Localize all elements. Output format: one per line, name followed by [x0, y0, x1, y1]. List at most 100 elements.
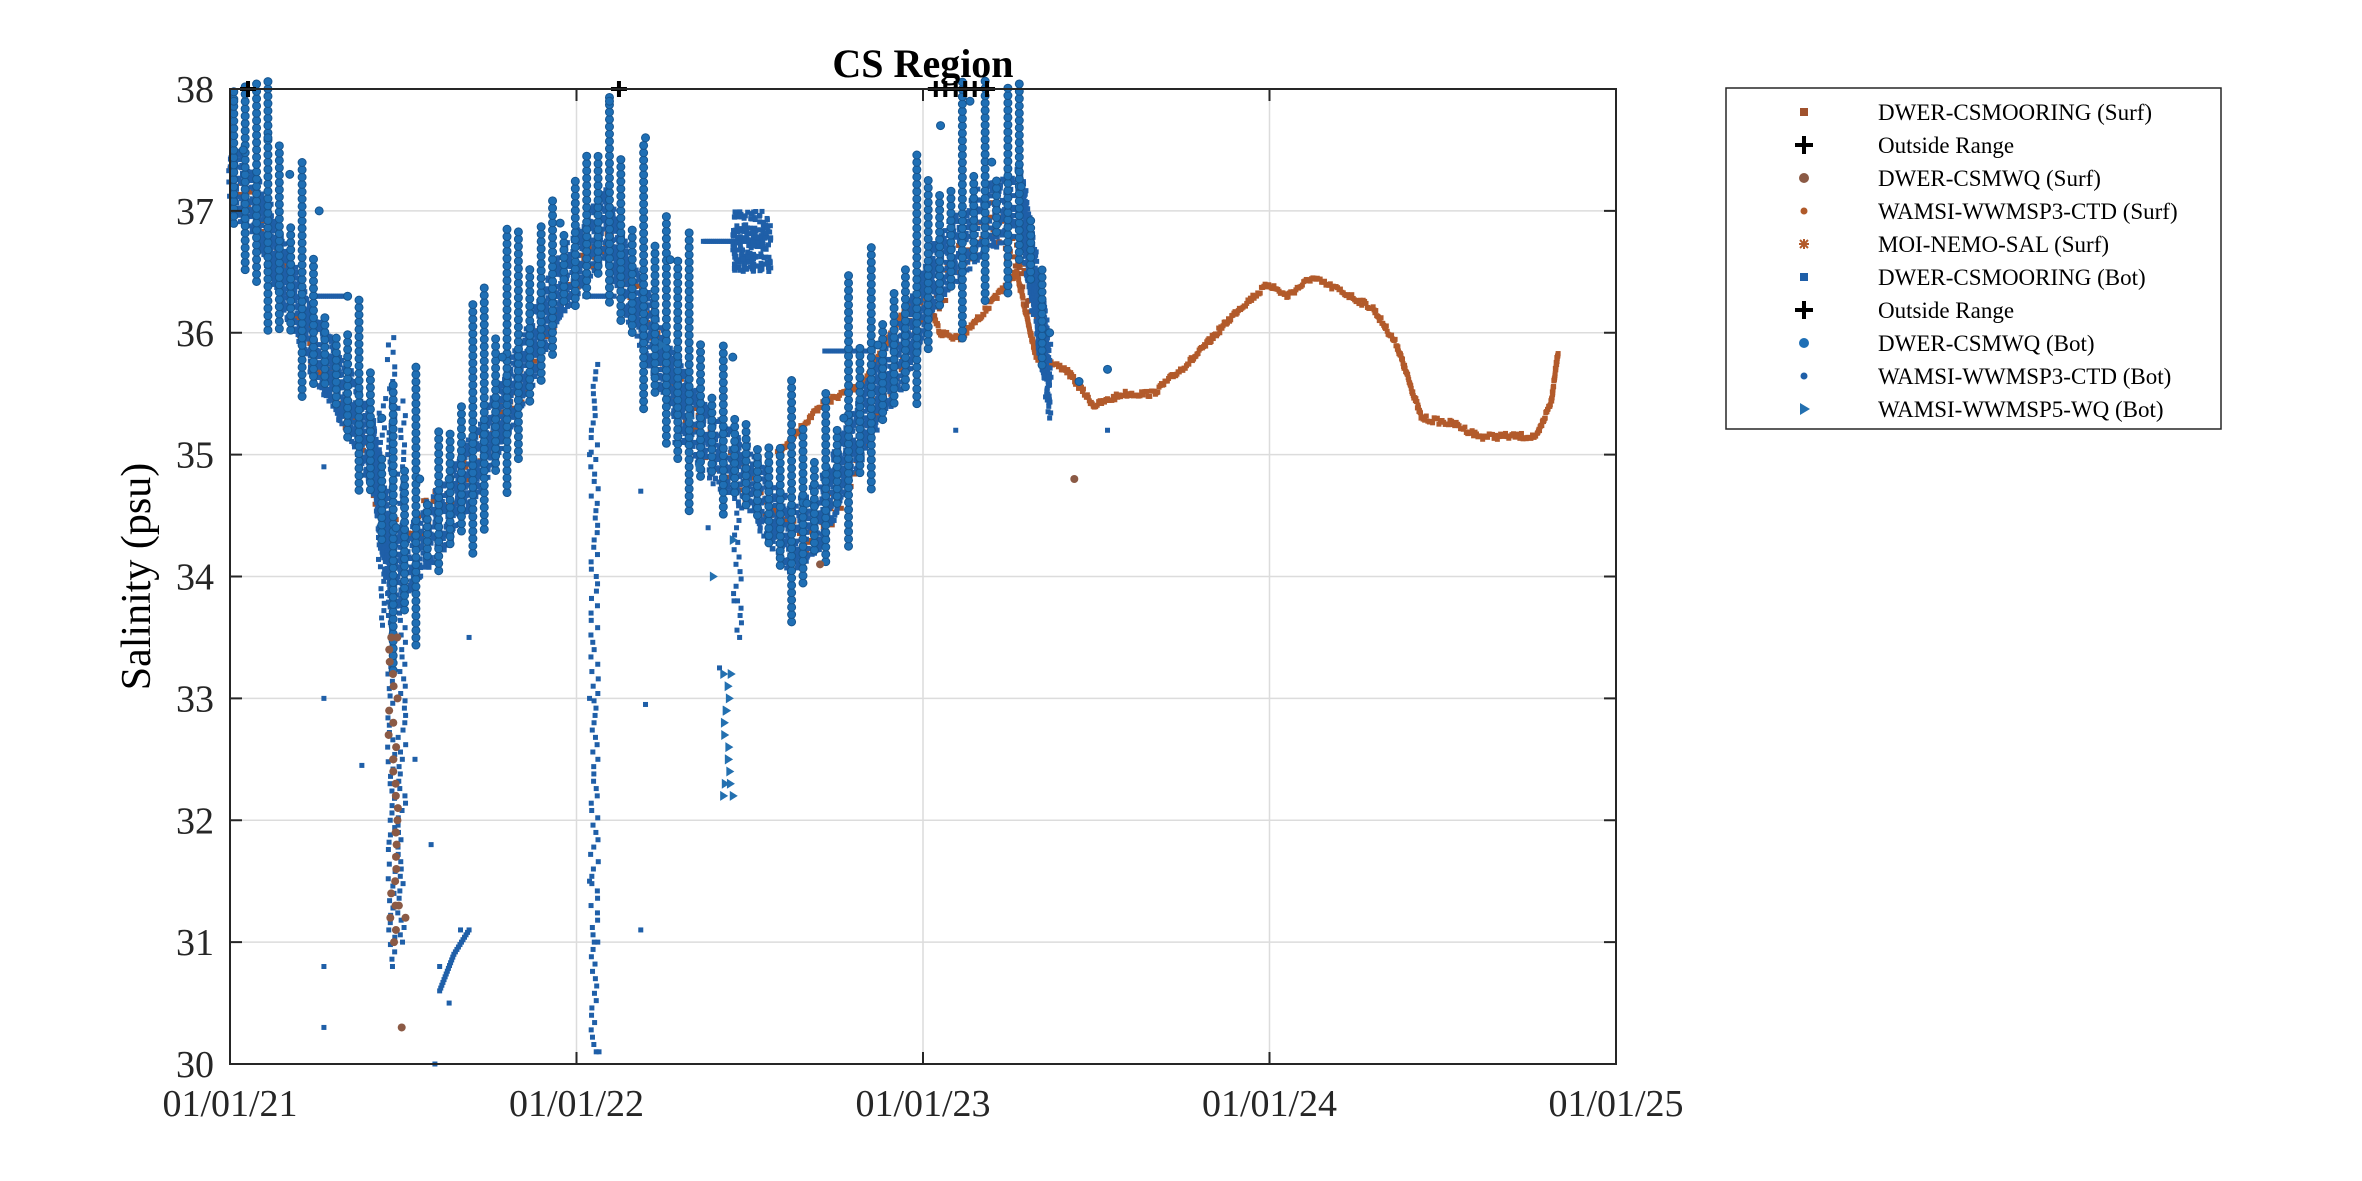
data-series — [226, 76, 1561, 1067]
dwer-csmooring-bot-point — [636, 324, 642, 330]
moi-nemo-sal-point — [1493, 432, 1499, 438]
dwer-csmooring-bot-point — [510, 354, 516, 360]
dwer-csmooring-bot-point — [431, 560, 437, 566]
dwer-csmooring-bot-point — [710, 481, 716, 487]
dwer-csmooring-bot-point — [751, 508, 757, 514]
dwer-csmooring-bot-point — [885, 377, 891, 383]
dwer-csmooring-bot-point — [746, 484, 752, 490]
dwer-csmooring-bot-point — [668, 367, 674, 373]
dwer-csmooring-bot-point — [341, 379, 347, 385]
moi-nemo-sal-point — [1033, 354, 1039, 360]
moi-nemo-sal-point — [1415, 404, 1421, 410]
dwer-csmooring-bot-point — [875, 390, 881, 396]
dwer-csmooring-bot-point — [782, 557, 788, 563]
dwer-csmooring-bot-point — [464, 490, 470, 496]
dwer-csmooring-bot-point — [478, 442, 484, 448]
dwer-csmooring-bot-point — [465, 509, 471, 515]
moi-nemo-sal-point — [1376, 318, 1382, 324]
dwer-csmooring-bot-point — [577, 260, 583, 266]
dwer-csmooring-bot-point — [498, 445, 504, 451]
dwer-csmooring-bot-point — [647, 333, 653, 339]
dwer-csmooring-bot-point — [566, 263, 572, 269]
dwer-csmooring-bot-point — [321, 388, 327, 394]
moi-nemo-sal-point — [1124, 393, 1130, 399]
dwer-csmooring-bot-point — [613, 260, 619, 266]
dwer-csmooring-bot-point — [316, 384, 322, 390]
dwer-csmooring-bot-point — [861, 436, 867, 442]
dwer-csmooring-surf-point — [545, 327, 551, 333]
dwer-csmooring-bot-point — [339, 421, 345, 427]
moi-nemo-sal-point — [1410, 389, 1416, 395]
dwer-csmooring-bot-point — [828, 503, 834, 509]
dwer-csmooring-surf-point — [838, 505, 844, 511]
moi-nemo-sal-point — [1456, 423, 1462, 429]
dwer-csmooring-bot-point — [349, 371, 355, 377]
dwer-csmooring-bot-point — [336, 407, 342, 413]
dwer-csmooring-bot-point — [909, 332, 915, 338]
dwer-csmooring-bot-point — [328, 397, 334, 403]
dwer-csmooring-bot-point — [486, 449, 492, 455]
dwer-csmooring-bot-point — [521, 350, 527, 356]
moi-nemo-sal-point — [1028, 332, 1034, 338]
dwer-csmooring-bot-point — [281, 307, 287, 313]
dwer-csmooring-bot-point — [465, 446, 471, 452]
dwer-csmooring-bot-point — [269, 274, 275, 280]
dwer-csmooring-bot-point — [453, 506, 459, 512]
dwer-csmooring-bot-point — [271, 270, 277, 276]
dwer-csmooring-bot-point — [544, 342, 550, 348]
dwer-csmooring-bot-point — [703, 454, 709, 460]
moi-nemo-sal-point — [827, 396, 833, 402]
dwer-csmooring-bot-point — [544, 324, 550, 330]
moi-nemo-sal-point — [1370, 304, 1376, 310]
dwer-csmooring-surf-point — [283, 261, 289, 267]
dwer-csmooring-bot-point — [898, 359, 904, 365]
dwer-csmooring-surf-point — [317, 371, 323, 377]
dwer-csmooring-bot-point — [476, 459, 482, 465]
moi-nemo-sal-point — [1422, 417, 1428, 423]
dwer-csmooring-bot-point — [865, 423, 871, 429]
dwer-csmooring-bot-point — [545, 295, 551, 301]
dwer-csmooring-bot-point — [283, 286, 289, 292]
dwer-csmooring-bot-point — [759, 464, 765, 470]
dwer-csmooring-bot-point — [420, 550, 426, 556]
dwer-csmooring-bot-point — [794, 565, 800, 571]
dwer-csmooring-bot-point — [623, 243, 629, 249]
dwer-csmooring-bot-point — [282, 253, 288, 259]
dwer-csmooring-bot-point — [714, 466, 720, 472]
dwer-csmooring-bot-point — [454, 488, 460, 494]
dwer-csmooring-bot-point — [507, 398, 513, 404]
dwer-csmooring-bot-point — [589, 225, 595, 231]
dwer-csmooring-bot-point — [612, 221, 618, 227]
dwer-csmooring-bot-point — [531, 329, 537, 335]
dwer-csmooring-surf-point — [1021, 267, 1027, 273]
dwer-csmooring-bot-point — [498, 414, 504, 420]
dwer-csmooring-bot-point — [305, 319, 311, 325]
dwer-csmooring-bot-point — [831, 517, 837, 523]
dwer-csmooring-bot-point — [785, 557, 791, 563]
dwer-csmooring-bot-point — [377, 451, 383, 457]
dwer-csmooring-bot-point — [874, 408, 880, 414]
dwer-csmooring-bot-point — [453, 461, 459, 467]
dwer-csmooring-bot-point — [453, 523, 459, 529]
dwer-csmooring-bot-point — [668, 350, 674, 356]
moi-nemo-sal-point — [1553, 364, 1559, 370]
dwer-csmooring-bot-point — [305, 308, 311, 314]
dwer-csmooring-bot-point — [578, 279, 584, 285]
dwer-csmooring-bot-point — [532, 373, 538, 379]
dwer-csmooring-bot-point — [577, 264, 583, 270]
dwer-csmooring-bot-point — [795, 560, 801, 566]
moi-nemo-sal-point — [1155, 389, 1161, 395]
dwer-csmooring-bot-point — [737, 442, 743, 448]
dwer-csmooring-bot-point — [249, 229, 255, 235]
dwer-csmooring-bot-point — [657, 325, 663, 331]
moi-nemo-sal-point — [939, 333, 945, 339]
dwer-csmooring-bot-point — [762, 479, 768, 485]
moi-nemo-sal-point — [1094, 402, 1100, 408]
dwer-csmooring-bot-point — [569, 291, 575, 297]
dwer-csmooring-bot-point — [648, 328, 654, 334]
dwer-csmooring-bot-point — [272, 218, 278, 224]
dwer-csmooring-bot-point — [351, 440, 357, 446]
dwer-csmooring-bot-point — [578, 274, 584, 280]
dwer-csmooring-bot-point — [863, 445, 869, 451]
dwer-csmooring-bot-point — [611, 269, 617, 275]
